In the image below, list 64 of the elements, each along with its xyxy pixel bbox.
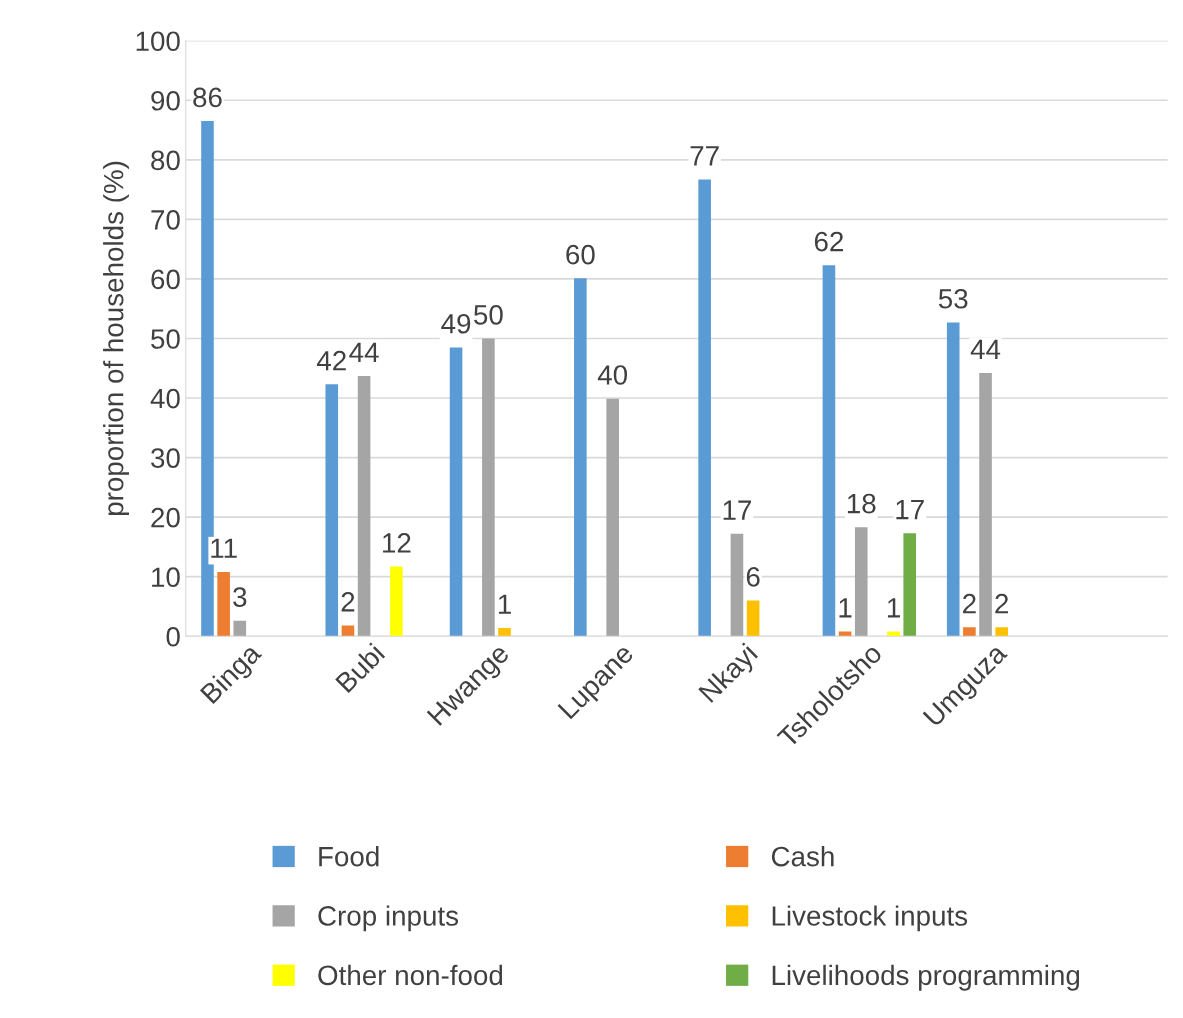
bar bbox=[730, 533, 744, 637]
bar bbox=[606, 398, 619, 637]
bar bbox=[979, 373, 992, 637]
bar bbox=[995, 627, 1008, 637]
data-label: 2 bbox=[341, 592, 355, 612]
legend-label: Food bbox=[319, 846, 379, 867]
bar bbox=[746, 600, 760, 637]
data-label: 44 bbox=[349, 342, 379, 362]
data-label: 18 bbox=[847, 493, 876, 514]
data-label: 62 bbox=[814, 231, 843, 252]
bar bbox=[946, 322, 960, 637]
data-label: 6 bbox=[746, 567, 760, 587]
y-tick-label: 0 bbox=[166, 626, 180, 647]
bar bbox=[498, 627, 511, 637]
y-tick-label: 50 bbox=[151, 329, 180, 349]
y-tick-label: 20 bbox=[151, 507, 180, 528]
bar bbox=[887, 631, 900, 637]
bar bbox=[217, 571, 230, 637]
bar bbox=[698, 179, 711, 637]
data-label: 53 bbox=[938, 288, 968, 309]
bar bbox=[822, 265, 836, 637]
bar bbox=[233, 620, 247, 637]
y-tick-label: 40 bbox=[150, 388, 180, 409]
data-label: 17 bbox=[896, 500, 924, 520]
data-label: 49 bbox=[441, 313, 471, 334]
data-label: 3 bbox=[233, 587, 247, 607]
legend-label: Livelihoods programming bbox=[772, 964, 1080, 991]
bar bbox=[854, 527, 868, 637]
y-tick-label: 90 bbox=[151, 90, 180, 111]
data-label: 2 bbox=[963, 593, 976, 614]
y-tick-label: 60 bbox=[151, 269, 180, 290]
data-label: 40 bbox=[597, 365, 628, 385]
data-label: 11 bbox=[211, 538, 237, 558]
legend-label: Livestock inputs bbox=[772, 905, 968, 932]
data-label: 2 bbox=[995, 593, 1009, 614]
y-axis-title: proportion of households (%) bbox=[103, 161, 129, 516]
data-label: 17 bbox=[723, 500, 752, 520]
legend-label: Other non-food bbox=[318, 964, 503, 986]
y-tick-label: 100 bbox=[136, 31, 180, 52]
bar bbox=[390, 566, 403, 637]
data-label: 86 bbox=[193, 87, 222, 108]
y-tick-label: 80 bbox=[151, 150, 180, 171]
bar bbox=[357, 376, 371, 637]
bar bbox=[838, 631, 852, 637]
bar bbox=[963, 627, 976, 637]
y-tick-label: 10 bbox=[152, 567, 180, 588]
legend-label: Cash bbox=[771, 846, 834, 867]
data-label: 1 bbox=[887, 598, 900, 618]
bar bbox=[574, 278, 587, 637]
data-label: 1 bbox=[498, 594, 511, 614]
y-tick-label: 70 bbox=[151, 210, 180, 230]
data-label: 50 bbox=[474, 304, 503, 325]
bar bbox=[903, 533, 917, 637]
bar bbox=[449, 347, 463, 637]
bar bbox=[482, 338, 495, 637]
data-label: 1 bbox=[839, 598, 852, 618]
data-label: 60 bbox=[566, 244, 595, 265]
bar bbox=[325, 384, 339, 637]
data-label: 44 bbox=[970, 339, 1001, 359]
data-label: 77 bbox=[690, 146, 719, 166]
data-label: 42 bbox=[316, 350, 346, 371]
legend-label: Crop inputs bbox=[318, 905, 459, 932]
y-tick-label: 30 bbox=[151, 448, 180, 468]
data-label: 12 bbox=[383, 533, 411, 553]
